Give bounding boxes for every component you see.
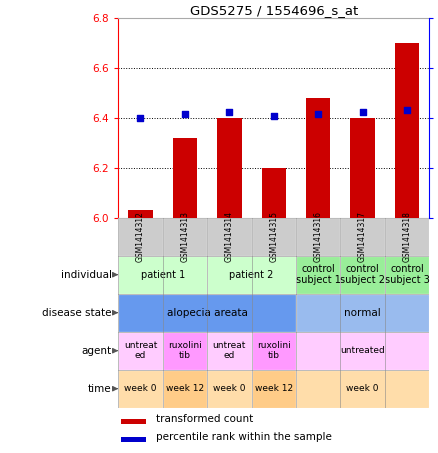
Bar	[162, 370, 207, 408]
Text: ruxolini
tib: ruxolini tib	[257, 342, 291, 360]
Bar	[296, 370, 429, 408]
Point	[226, 108, 233, 116]
Text: GSM1414317: GSM1414317	[358, 211, 367, 262]
Text: normal: normal	[344, 308, 381, 318]
Bar	[162, 218, 207, 255]
Point	[137, 114, 144, 121]
Bar	[350, 118, 375, 218]
Bar	[296, 255, 340, 294]
Bar	[128, 210, 153, 218]
Text: disease state: disease state	[42, 308, 112, 318]
Bar	[207, 218, 251, 255]
Bar	[340, 255, 385, 294]
Text: ruxolini
tib: ruxolini tib	[168, 342, 202, 360]
Bar	[162, 332, 207, 370]
Text: GSM1414316: GSM1414316	[314, 211, 323, 262]
Bar	[395, 43, 419, 218]
Bar	[207, 332, 251, 370]
Bar	[118, 255, 207, 294]
Text: untreat
ed: untreat ed	[124, 342, 157, 360]
Text: week 0: week 0	[346, 384, 379, 393]
Bar	[306, 98, 330, 218]
Bar	[340, 218, 385, 255]
Title: GDS5275 / 1554696_s_at: GDS5275 / 1554696_s_at	[190, 4, 358, 17]
Text: GSM1414315: GSM1414315	[269, 211, 278, 262]
Text: GSM1414313: GSM1414313	[180, 211, 189, 262]
Bar	[118, 294, 296, 332]
Point	[403, 106, 410, 114]
Bar	[118, 218, 162, 255]
Bar	[385, 255, 429, 294]
Text: week 0: week 0	[124, 384, 157, 393]
Text: control
subject 2: control subject 2	[340, 264, 385, 285]
Bar	[251, 218, 296, 255]
Text: patient 2: patient 2	[230, 270, 274, 280]
Bar	[118, 370, 162, 408]
Text: individual: individual	[60, 270, 112, 280]
Bar	[251, 332, 296, 370]
Bar	[207, 255, 296, 294]
Text: GSM1414318: GSM1414318	[403, 211, 412, 262]
Bar	[296, 218, 340, 255]
Bar	[217, 118, 241, 218]
Bar	[118, 332, 162, 370]
Text: untreated: untreated	[340, 346, 385, 355]
Text: percentile rank within the sample: percentile rank within the sample	[155, 432, 332, 442]
Text: untreat
ed: untreat ed	[212, 342, 246, 360]
Text: week 0: week 0	[213, 384, 246, 393]
Bar	[261, 168, 286, 218]
Point	[314, 110, 321, 117]
Bar	[207, 370, 251, 408]
Point	[359, 108, 366, 116]
Text: control
subject 1: control subject 1	[296, 264, 341, 285]
Bar	[121, 419, 146, 424]
Text: control
subject 3: control subject 3	[385, 264, 430, 285]
Text: week 12: week 12	[254, 384, 293, 393]
Text: time: time	[88, 384, 112, 394]
Bar	[173, 138, 197, 218]
Text: week 12: week 12	[166, 384, 204, 393]
Text: agent: agent	[81, 346, 112, 356]
Text: transformed count: transformed count	[155, 414, 253, 424]
Bar	[121, 437, 146, 442]
Text: GSM1414314: GSM1414314	[225, 211, 234, 262]
Text: patient 1: patient 1	[141, 270, 185, 280]
Text: alopecia areata: alopecia areata	[167, 308, 247, 318]
Bar	[251, 370, 296, 408]
Bar	[296, 294, 429, 332]
Bar	[296, 332, 429, 370]
Text: GSM1414312: GSM1414312	[136, 211, 145, 262]
Point	[181, 110, 188, 117]
Point	[270, 112, 277, 120]
Bar	[385, 218, 429, 255]
